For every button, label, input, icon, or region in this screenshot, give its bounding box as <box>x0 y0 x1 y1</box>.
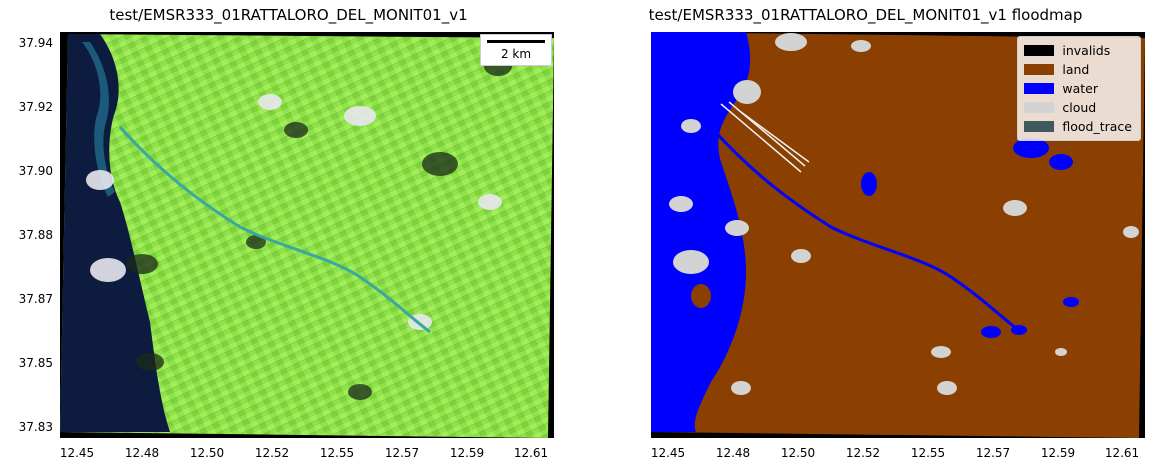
x-tick-label: 12.48 <box>715 446 751 460</box>
legend-label: flood_trace <box>1062 119 1132 134</box>
x-tick-label: 12.45 <box>59 446 95 460</box>
legend-item-flood-trace: flood_trace <box>1024 117 1132 136</box>
floodmap-panel-title: test/EMSR333_01RATTALORO_DEL_MONIT01_v1 … <box>648 6 1083 24</box>
cloud-shadows <box>126 56 512 400</box>
y-tick-label: 37.92 <box>18 100 53 114</box>
x-tick-label: 12.61 <box>513 446 549 460</box>
x-tick-label: 12.57 <box>384 446 420 460</box>
x-tick-label: 12.50 <box>189 446 225 460</box>
legend-swatch <box>1024 83 1055 94</box>
legend-swatch <box>1024 45 1055 56</box>
x-tick-label: 12.59 <box>449 446 485 460</box>
flood-trace-lines <box>720 101 810 173</box>
cloud-areas <box>669 33 1139 395</box>
satellite-image-svg <box>60 32 554 438</box>
scalebar-label: 2 km <box>500 47 532 61</box>
y-tick-label: 37.88 <box>18 228 53 242</box>
x-tick-label: 12.59 <box>1040 446 1076 460</box>
y-tick-label: 37.87 <box>18 292 53 306</box>
legend-label: water <box>1062 81 1098 96</box>
x-tick-label: 12.55 <box>319 446 355 460</box>
satellite-panel: test/EMSR333_01RATTALORO_DEL_MONIT01_v1 <box>18 6 554 460</box>
x-tick-label: 12.52 <box>254 446 290 460</box>
x-tick-label: 12.50 <box>780 446 816 460</box>
satellite-panel-title: test/EMSR333_01RATTALORO_DEL_MONIT01_v1 <box>109 6 468 24</box>
scalebar-line <box>487 40 545 43</box>
floodmap-panel: test/EMSR333_01RATTALORO_DEL_MONIT01_v1 … <box>577 0 1154 473</box>
land-island <box>691 284 711 308</box>
water-river <box>709 126 1022 334</box>
water-patches <box>861 138 1079 338</box>
legend-swatch <box>1024 102 1055 113</box>
x-tick-label: 12.45 <box>650 446 686 460</box>
satellite-image: 2 km <box>60 32 554 438</box>
legend-swatch <box>1024 64 1055 75</box>
clouds <box>86 94 502 330</box>
x-tick-label: 12.48 <box>124 446 160 460</box>
legend-item-invalids: invalids <box>1024 41 1132 60</box>
y-tick-label: 37.94 <box>18 36 53 50</box>
legend-swatch <box>1024 121 1055 132</box>
vegetation-area <box>60 34 554 438</box>
x-tick-label: 12.61 <box>1104 446 1140 460</box>
legend-item-land: land <box>1024 60 1132 79</box>
legend-label: land <box>1062 62 1090 77</box>
legend-item-water: water <box>1024 79 1132 98</box>
y-tick-label: 37.85 <box>18 356 53 370</box>
sea-area <box>60 34 170 432</box>
water-sea <box>651 32 751 432</box>
x-tick-label: 12.55 <box>910 446 946 460</box>
river <box>118 126 431 334</box>
y-tick-label: 37.83 <box>18 420 53 434</box>
x-tick-label: 12.57 <box>975 446 1011 460</box>
legend-label: cloud <box>1062 100 1097 115</box>
legend: invalids land water cloud flood_trace <box>1017 36 1141 141</box>
legend-item-cloud: cloud <box>1024 98 1132 117</box>
x-tick-label: 12.52 <box>845 446 881 460</box>
legend-label: invalids <box>1062 43 1111 58</box>
y-tick-label: 37.90 <box>18 164 53 178</box>
shallow-water <box>82 42 115 197</box>
scalebar: 2 km <box>480 34 552 66</box>
floodmap-image: invalids land water cloud flood_trace <box>651 32 1145 438</box>
